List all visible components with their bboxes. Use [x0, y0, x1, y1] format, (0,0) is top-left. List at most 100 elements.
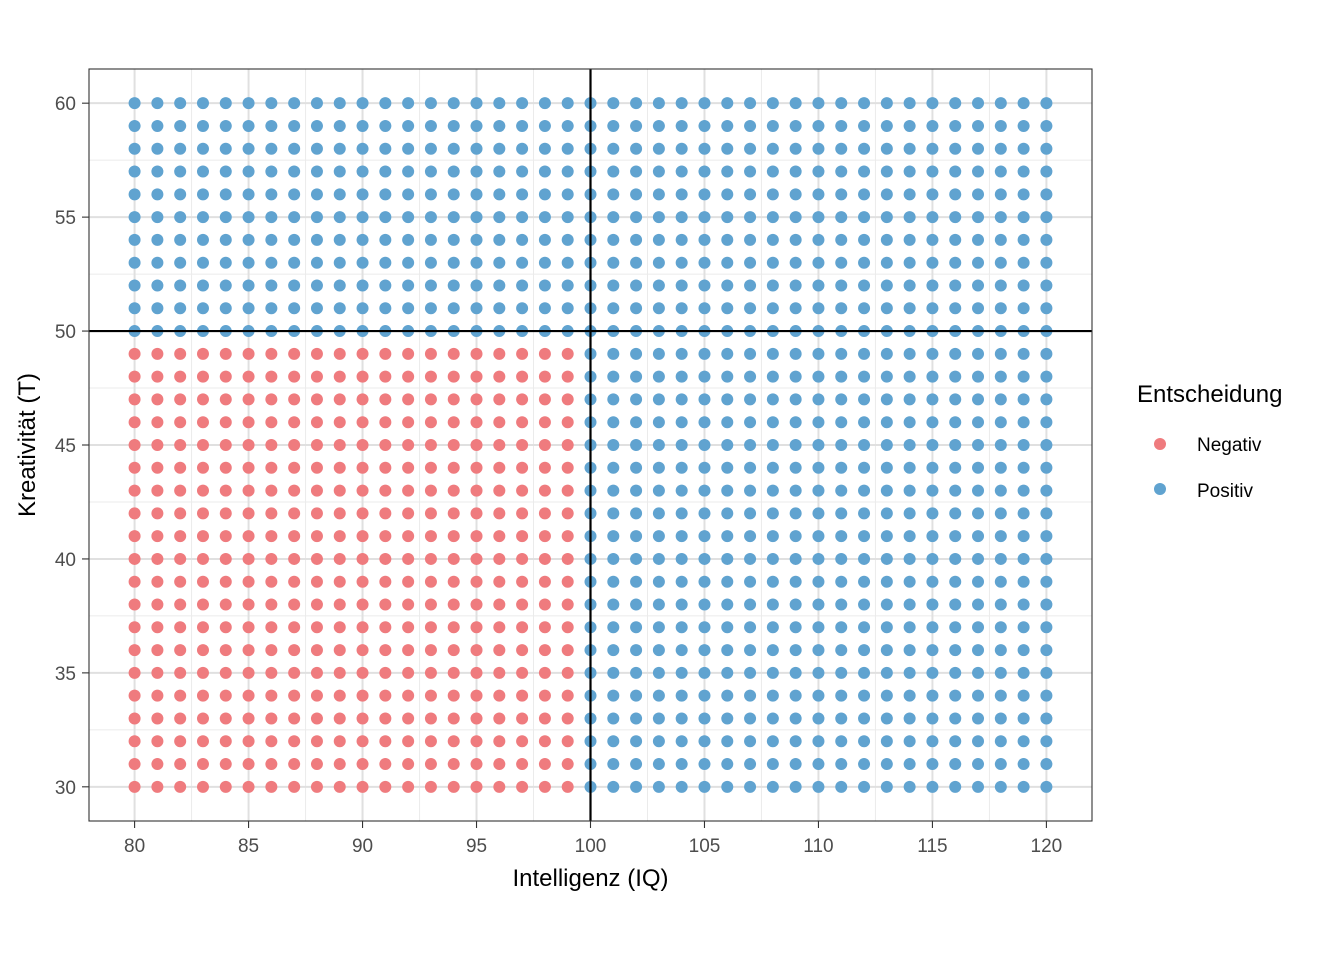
- point-positiv: [903, 233, 916, 246]
- point-negativ: [265, 439, 278, 451]
- point-positiv: [196, 279, 209, 292]
- point-negativ: [470, 416, 483, 429]
- point-positiv: [972, 211, 985, 224]
- point-positiv: [607, 142, 620, 155]
- point-negativ: [151, 439, 164, 451]
- point-negativ: [333, 461, 346, 474]
- y-axis-title: Kreativität (T): [14, 373, 41, 517]
- point-positiv: [789, 689, 802, 702]
- point-positiv: [744, 279, 757, 292]
- point-positiv: [128, 211, 141, 224]
- point-positiv: [493, 302, 506, 315]
- point-positiv: [949, 735, 962, 748]
- point-positiv: [447, 211, 460, 224]
- point-positiv: [812, 780, 825, 793]
- point-negativ: [356, 735, 369, 748]
- point-positiv: [698, 575, 711, 588]
- point-negativ: [379, 347, 392, 360]
- point-negativ: [516, 416, 529, 429]
- point-negativ: [265, 347, 278, 360]
- point-positiv: [721, 279, 734, 292]
- point-positiv: [1040, 735, 1053, 748]
- point-positiv: [789, 97, 802, 110]
- x-tick-label: 95: [466, 836, 487, 857]
- point-positiv: [538, 233, 551, 246]
- point-negativ: [265, 484, 278, 497]
- point-positiv: [607, 188, 620, 201]
- point-negativ: [333, 758, 346, 771]
- point-positiv: [789, 142, 802, 155]
- point-positiv: [698, 780, 711, 793]
- point-positiv: [766, 780, 779, 793]
- point-positiv: [858, 347, 871, 360]
- point-positiv: [766, 461, 779, 474]
- point-positiv: [1040, 644, 1053, 657]
- point-negativ: [151, 370, 164, 383]
- point-positiv: [1017, 598, 1030, 611]
- point-positiv: [766, 689, 779, 702]
- point-positiv: [493, 279, 506, 292]
- point-negativ: [379, 439, 392, 451]
- point-negativ: [402, 507, 415, 520]
- point-positiv: [744, 712, 757, 725]
- point-positiv: [379, 97, 392, 110]
- point-negativ: [402, 644, 415, 657]
- point-negativ: [242, 507, 255, 520]
- point-positiv: [789, 256, 802, 269]
- point-negativ: [379, 575, 392, 588]
- point-positiv: [379, 165, 392, 178]
- point-negativ: [379, 416, 392, 429]
- point-positiv: [766, 439, 779, 451]
- point-positiv: [926, 644, 939, 657]
- point-negativ: [265, 461, 278, 474]
- point-positiv: [926, 780, 939, 793]
- point-positiv: [288, 119, 301, 132]
- point-negativ: [561, 621, 574, 634]
- point-positiv: [652, 393, 665, 406]
- point-positiv: [858, 530, 871, 543]
- point-negativ: [493, 393, 506, 406]
- point-positiv: [1040, 165, 1053, 178]
- point-positiv: [766, 393, 779, 406]
- point-negativ: [310, 575, 323, 588]
- point-negativ: [493, 552, 506, 565]
- point-positiv: [766, 347, 779, 360]
- point-negativ: [447, 507, 460, 520]
- point-negativ: [447, 347, 460, 360]
- point-positiv: [972, 256, 985, 269]
- point-negativ: [242, 416, 255, 429]
- point-positiv: [766, 484, 779, 497]
- point-positiv: [744, 256, 757, 269]
- point-positiv: [858, 598, 871, 611]
- point-negativ: [174, 575, 187, 588]
- point-positiv: [219, 302, 232, 315]
- point-negativ: [356, 712, 369, 725]
- point-negativ: [219, 530, 232, 543]
- point-positiv: [949, 393, 962, 406]
- point-positiv: [903, 484, 916, 497]
- point-positiv: [994, 758, 1007, 771]
- point-positiv: [516, 165, 529, 178]
- point-negativ: [402, 347, 415, 360]
- point-positiv: [607, 439, 620, 451]
- point-negativ: [128, 666, 141, 679]
- point-positiv: [151, 256, 164, 269]
- point-positiv: [607, 735, 620, 748]
- point-negativ: [447, 439, 460, 451]
- point-positiv: [698, 598, 711, 611]
- point-negativ: [288, 370, 301, 383]
- point-negativ: [538, 712, 551, 725]
- point-positiv: [630, 439, 643, 451]
- point-positiv: [424, 233, 437, 246]
- point-positiv: [994, 439, 1007, 451]
- point-positiv: [858, 552, 871, 565]
- point-positiv: [128, 142, 141, 155]
- point-positiv: [949, 552, 962, 565]
- point-negativ: [151, 416, 164, 429]
- point-positiv: [561, 233, 574, 246]
- point-positiv: [926, 256, 939, 269]
- point-negativ: [242, 370, 255, 383]
- point-positiv: [744, 666, 757, 679]
- point-negativ: [310, 689, 323, 702]
- point-positiv: [972, 575, 985, 588]
